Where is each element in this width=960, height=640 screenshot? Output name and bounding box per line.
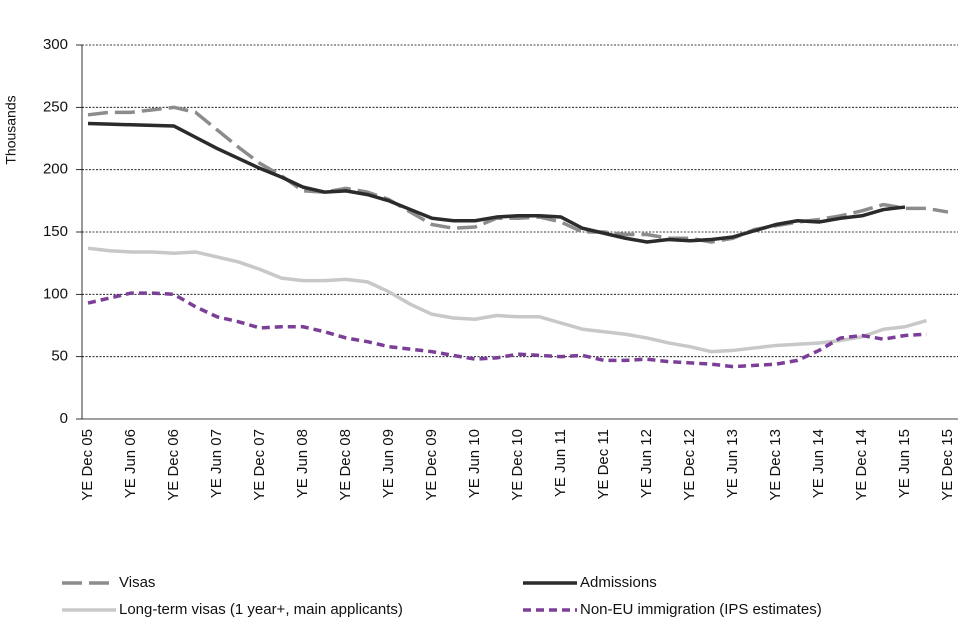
y-axis-label: Thousands — [3, 95, 19, 164]
legend-label: Non-EU immigration (IPS estimates) — [580, 601, 822, 618]
y-tick-label: 300 — [43, 36, 68, 53]
x-tick-label: YE Dec 09 — [423, 429, 440, 501]
y-tick-label: 100 — [43, 285, 68, 302]
x-tick-label: YE Dec 10 — [509, 429, 526, 501]
series-line — [87, 121, 906, 244]
legend-label: Admissions — [580, 574, 657, 591]
x-tick-label: YE Dec 07 — [251, 429, 268, 501]
x-tick-label: YE Jun 14 — [810, 429, 827, 498]
x-tick-label: YE Dec 13 — [767, 429, 784, 501]
x-tick-label: YE Jun 15 — [896, 429, 913, 498]
x-tick-label: YE Dec 14 — [853, 429, 870, 501]
y-tick-label: 0 — [60, 410, 68, 427]
series-line — [87, 246, 927, 354]
y-tick-label: 200 — [43, 161, 68, 178]
x-tick-label: YE Dec 12 — [681, 429, 698, 501]
y-tick-label: 250 — [43, 98, 68, 115]
x-tick-label: YE Dec 05 — [79, 429, 96, 501]
x-tick-label: YE Jun 13 — [724, 429, 741, 498]
y-tick-label: 50 — [51, 348, 68, 365]
x-tick-label: YE Jun 10 — [466, 429, 483, 498]
x-tick-label: YE Dec 06 — [165, 429, 182, 501]
x-tick-label: YE Dec 08 — [337, 429, 354, 501]
x-tick-label: YE Jun 07 — [208, 429, 225, 498]
legend-label: Long-term visas (1 year+, main applicant… — [119, 601, 403, 618]
x-tick-label: YE Dec 11 — [595, 429, 612, 500]
series-line — [87, 291, 927, 369]
y-tick-label: 150 — [43, 223, 68, 240]
x-tick-label: YE Jun 06 — [122, 429, 139, 498]
x-tick-label: YE Jun 11 — [552, 429, 569, 497]
x-tick-label: YE Jun 12 — [638, 429, 655, 498]
x-tick-label: YE Jun 08 — [294, 429, 311, 498]
x-tick-label: YE Jun 09 — [380, 429, 397, 498]
legend-label: Visas — [119, 574, 155, 591]
x-tick-label: YE Dec 15 — [939, 429, 956, 501]
